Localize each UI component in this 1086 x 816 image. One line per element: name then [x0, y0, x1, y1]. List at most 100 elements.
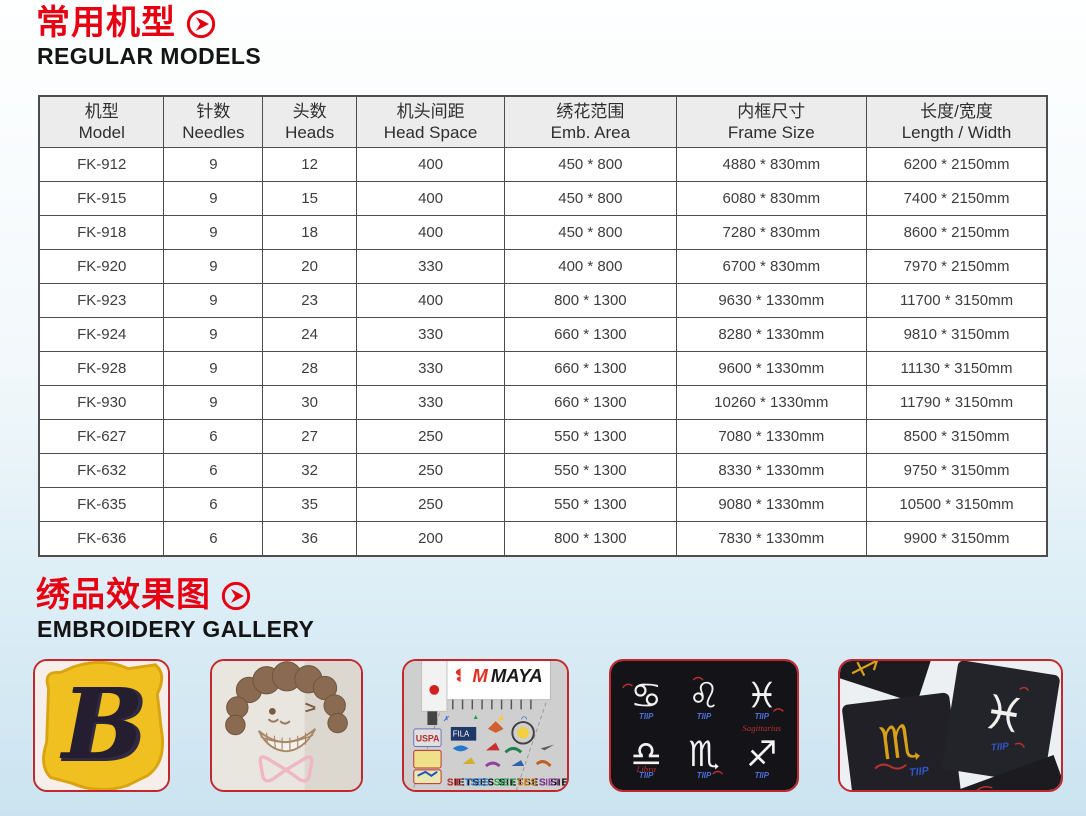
- table-cell: 6200 * 2150mm: [866, 147, 1048, 183]
- table-cell: 11700 * 3150mm: [866, 283, 1048, 319]
- table-cell: 400: [355, 283, 506, 319]
- svg-text:♓: ♓: [979, 684, 1029, 745]
- table-cell: FK-627: [38, 419, 165, 455]
- table-cell: 27: [262, 419, 357, 455]
- table-cell: 7280 * 830mm: [675, 215, 868, 251]
- table-cell: FK-924: [38, 317, 165, 353]
- table-cell: 12: [262, 147, 357, 183]
- svg-text:M: M: [472, 665, 488, 686]
- column-header-en: Emb. Area: [550, 123, 631, 143]
- maya-brand-text: MAYA: [491, 665, 543, 686]
- table-cell: 400 * 800: [504, 249, 677, 285]
- models-title-en: REGULAR MODELS: [37, 43, 262, 70]
- column-header: 针数 Needles: [163, 95, 264, 149]
- sietses-text: SIETSES SIETSES SIETSES: [447, 777, 567, 788]
- column-header-en: Length / Width: [901, 123, 1012, 143]
- table-cell: 24: [262, 317, 357, 353]
- column-header-en: Head Space: [383, 123, 478, 143]
- column-header: 绣花范围 Emb. Area: [504, 95, 677, 149]
- cancer-motif-icon: ♋: [630, 675, 662, 716]
- table-cell: 8600 * 2150mm: [866, 215, 1048, 251]
- table-cell: 9900 * 3150mm: [866, 521, 1048, 557]
- spec-table: 机型 Model 针数 Needles 头数 Heads 机头间距 Head Space 绣花范…: [38, 95, 1048, 558]
- svg-text:TIIP: TIIP: [696, 712, 711, 721]
- column-header-en: Needles: [182, 123, 245, 143]
- table-cell: FK-915: [38, 181, 165, 217]
- sagittarius-motif-icon: ♐: [745, 734, 777, 775]
- table-cell: 10500 * 3150mm: [866, 487, 1048, 523]
- table-cell: 450 * 800: [504, 215, 677, 251]
- table-row: FK-918 9 18 400 450 * 800 7280 * 830mm 8600 * …: [38, 215, 1048, 251]
- table-cell: 9080 * 1330mm: [675, 487, 868, 523]
- table-cell: FK-635: [38, 487, 165, 523]
- table-cell: 9: [163, 181, 264, 217]
- table-row: FK-632 6 32 250 550 * 1300 8330 * 1330mm 9750 …: [38, 453, 1048, 489]
- models-section-title: 常用机型: [36, 0, 1086, 42]
- table-cell: 550 * 1300: [504, 419, 677, 455]
- table-cell: 6700 * 830mm: [675, 249, 868, 285]
- column-header: 内框尺寸 Frame Size: [675, 95, 868, 149]
- svg-text:USPA: USPA: [416, 733, 440, 743]
- table-cell: FK-636: [38, 521, 165, 557]
- play-arrow-icon: [186, 9, 216, 39]
- gallery-image-zodiac-black-panel: ♋ ♌ ♓ ♎ ♏ ♐ TIIP TIIP TIIP TIIP TIIP TII…: [608, 658, 799, 792]
- column-header: 长度/宽度 Length / Width: [866, 95, 1048, 149]
- table-cell: 11130 * 3150mm: [866, 351, 1048, 387]
- table-row: FK-912 9 12 400 450 * 800 4880 * 830mm 6200 * …: [38, 147, 1048, 183]
- table-row: FK-928 9 28 330 660 * 1300 9600 * 1330mm 11130…: [38, 351, 1048, 387]
- table-cell: 400: [355, 147, 506, 183]
- table-row: FK-636 6 36 200 800 * 1300 7830 * 1330mm 9900 …: [38, 521, 1048, 557]
- table-cell: 330: [355, 317, 506, 353]
- column-header-zh: 长度/宽度: [920, 102, 993, 122]
- table-row: FK-924 9 24 330 660 * 1300 8280 * 1330mm 9810 …: [38, 317, 1048, 353]
- column-header-zh: 机头间距: [396, 102, 465, 122]
- table-cell: 330: [355, 385, 506, 421]
- svg-text:FILA: FILA: [453, 730, 470, 739]
- table-cell: 250: [355, 453, 506, 489]
- table-cell: 9810 * 3150mm: [866, 317, 1048, 353]
- svg-text:B: B: [59, 667, 144, 781]
- svg-text:⚡: ⚡: [497, 714, 506, 723]
- table-cell: 9: [163, 385, 264, 421]
- table-cell: 400: [355, 181, 506, 217]
- table-cell: 9: [163, 249, 264, 285]
- column-header: 头数 Heads: [262, 95, 357, 149]
- table-cell: 30: [262, 385, 357, 421]
- table-cell: 8330 * 1330mm: [675, 453, 868, 489]
- table-cell: 8500 * 3150mm: [866, 419, 1048, 455]
- column-header-en: Heads: [285, 123, 335, 143]
- table-cell: 9630 * 1330mm: [675, 283, 868, 319]
- table-cell: 6: [163, 521, 264, 557]
- svg-text:✗: ✗: [443, 715, 450, 723]
- table-cell: FK-928: [38, 351, 165, 387]
- svg-text:TIIP: TIIP: [990, 741, 1009, 754]
- table-cell: 36: [262, 521, 357, 557]
- table-cell: 9: [163, 317, 264, 353]
- pisces-motif-icon: ♓: [745, 675, 777, 716]
- table-cell: 9: [163, 215, 264, 251]
- table-row: FK-635 6 35 250 550 * 1300 9080 * 1330mm 10500…: [38, 487, 1048, 523]
- table-cell: 9750 * 3150mm: [866, 453, 1048, 489]
- table-cell: 6: [163, 453, 264, 489]
- embroidery-gallery: B B: [33, 658, 1063, 792]
- models-title-zh: 常用机型: [36, 4, 176, 42]
- svg-text:TIIP: TIIP: [754, 712, 769, 721]
- table-cell: 450 * 800: [504, 147, 677, 183]
- column-header-en: Frame Size: [727, 123, 815, 143]
- table-cell: 20: [262, 249, 357, 285]
- svg-text:◠: ◠: [521, 716, 527, 723]
- svg-text:SIE: SIE: [447, 777, 463, 788]
- table-row: FK-627 6 27 250 550 * 1300 7080 * 1330mm 8500 …: [38, 419, 1048, 455]
- table-cell: 550 * 1300: [504, 487, 677, 523]
- table-cell: FK-918: [38, 215, 165, 251]
- table-cell: 23: [262, 283, 357, 319]
- column-header-zh: 针数: [196, 102, 231, 122]
- table-cell: 9600 * 1330mm: [675, 351, 868, 387]
- table-row: FK-923 9 23 400 800 * 1300 9630 * 1330mm 11700…: [38, 283, 1048, 319]
- scorpio-motif-icon: ♏: [688, 734, 720, 775]
- table-body: FK-912 9 12 400 450 * 800 4880 * 830mm 6200 * …: [38, 147, 1048, 557]
- table-cell: 330: [355, 351, 506, 387]
- libra-script-label: Libra: [635, 764, 656, 774]
- table-cell: 15: [262, 181, 357, 217]
